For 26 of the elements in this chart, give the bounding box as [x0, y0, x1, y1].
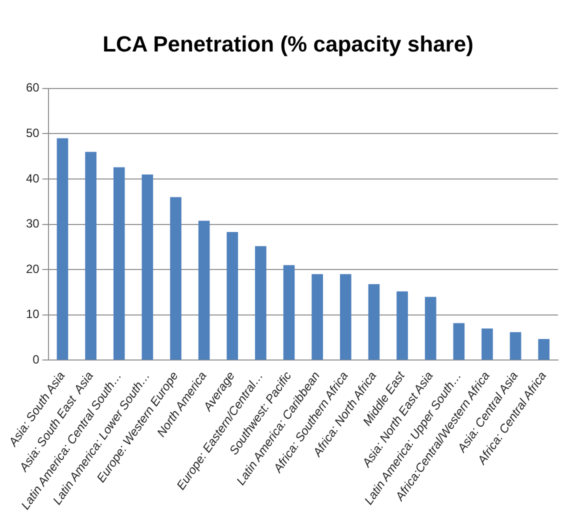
bar — [340, 274, 352, 360]
bar — [510, 332, 522, 360]
bar — [170, 197, 182, 360]
y-tick-label: 0 — [32, 352, 40, 367]
bar — [312, 274, 323, 360]
y-tick-label: 50 — [26, 126, 40, 140]
bar — [453, 323, 465, 360]
bar — [113, 167, 125, 360]
bar — [85, 152, 96, 360]
y-tick-label: 10 — [26, 307, 40, 322]
bar — [482, 328, 493, 360]
chart-title: LCA Penetration (% capacity share) — [102, 31, 474, 56]
bar — [56, 138, 68, 360]
bar — [198, 220, 210, 360]
y-tick-label: 40 — [26, 171, 40, 186]
bar — [396, 291, 408, 360]
bar — [226, 232, 238, 360]
bar — [368, 284, 380, 360]
y-tick-label: 20 — [26, 262, 40, 276]
bar — [283, 265, 295, 360]
bar — [424, 296, 436, 360]
bar — [255, 246, 266, 360]
y-tick-label: 60 — [26, 80, 40, 95]
bar — [538, 338, 550, 360]
y-tick-label: 30 — [26, 216, 40, 231]
bar — [142, 174, 154, 360]
